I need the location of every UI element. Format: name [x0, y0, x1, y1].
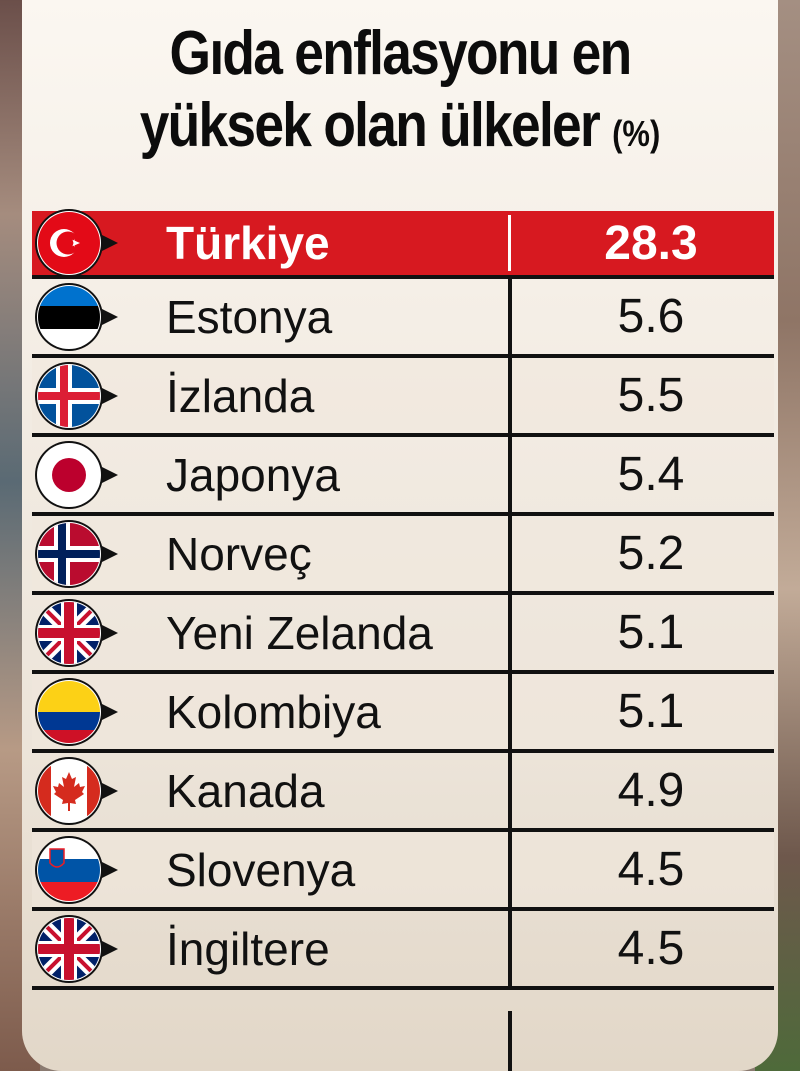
table-row: Türkiye 28.3 — [32, 209, 774, 279]
country-name: Estonya — [166, 290, 333, 343]
country-name: Slovenya — [166, 843, 356, 896]
country-name: Türkiye — [166, 217, 330, 269]
table-row: İzlanda 5.5 — [32, 358, 774, 437]
chart-title: Gıda enflasyonu en yüksek olan ülkeler (… — [75, 18, 725, 170]
column-divider — [508, 215, 511, 271]
table-row: İngiltere 4.5 — [32, 911, 774, 990]
country-name: İzlanda — [166, 369, 315, 422]
table-row: Norveç 5.2 — [32, 516, 774, 595]
column-divider — [508, 832, 512, 907]
title-line-2-text: yüksek olan ülkeler — [139, 91, 601, 160]
inflation-value: 28.3 — [604, 216, 698, 270]
title-line-2: yüksek olan ülkeler (%) — [75, 90, 725, 170]
country-name: Norveç — [166, 527, 312, 580]
inflation-value: 4.9 — [617, 764, 685, 817]
canada-flag-icon — [32, 751, 152, 830]
inflation-value: 5.5 — [617, 369, 685, 422]
column-divider — [508, 674, 512, 749]
estonia-flag-icon — [32, 277, 152, 356]
iceland-flag-icon — [32, 356, 152, 435]
inflation-value: 5.6 — [617, 290, 685, 343]
country-name: Japonya — [166, 448, 340, 501]
inflation-value: 5.2 — [617, 527, 685, 580]
inflation-value: 5.4 — [617, 448, 685, 501]
table-row: Kanada 4.9 — [32, 753, 774, 832]
inflation-value: 5.1 — [617, 685, 685, 738]
table-row: Japonya 5.4 — [32, 437, 774, 516]
data-table: Türkiye 28.3 Estonya 5.6 İzlanda 5.5 Japony… — [32, 209, 774, 990]
infographic-panel: Gıda enflasyonu en yüksek olan ülkeler (… — [22, 0, 778, 1071]
column-divider — [508, 279, 512, 354]
japan-flag-icon — [32, 435, 152, 514]
column-divider-tail — [508, 1011, 512, 1071]
country-name: Yeni Zelanda — [166, 606, 433, 659]
title-unit: (%) — [612, 113, 661, 154]
colombia-flag-icon — [32, 672, 152, 751]
column-divider — [508, 595, 512, 670]
turkey-flag-icon — [32, 209, 152, 277]
country-name: İngiltere — [166, 922, 330, 975]
table-row: Slovenya 4.5 — [32, 832, 774, 911]
country-name: Kolombiya — [166, 685, 381, 738]
inflation-value: 5.1 — [617, 606, 685, 659]
table-row: Kolombiya 5.1 — [32, 674, 774, 753]
inflation-value: 4.5 — [617, 922, 685, 975]
column-divider — [508, 516, 512, 591]
new-zealand-flag-icon — [32, 593, 152, 672]
column-divider — [508, 437, 512, 512]
table-row: Estonya 5.6 — [32, 279, 774, 358]
slovenia-flag-icon — [32, 830, 152, 909]
country-name: Kanada — [166, 764, 325, 817]
column-divider — [508, 911, 512, 986]
uk-flag-icon — [32, 909, 152, 988]
norway-flag-icon — [32, 514, 152, 593]
title-line-1: Gıda enflasyonu en — [169, 19, 633, 88]
column-divider — [508, 358, 512, 433]
inflation-value: 4.5 — [617, 843, 685, 896]
column-divider — [508, 753, 512, 828]
table-row: Yeni Zelanda 5.1 — [32, 595, 774, 674]
